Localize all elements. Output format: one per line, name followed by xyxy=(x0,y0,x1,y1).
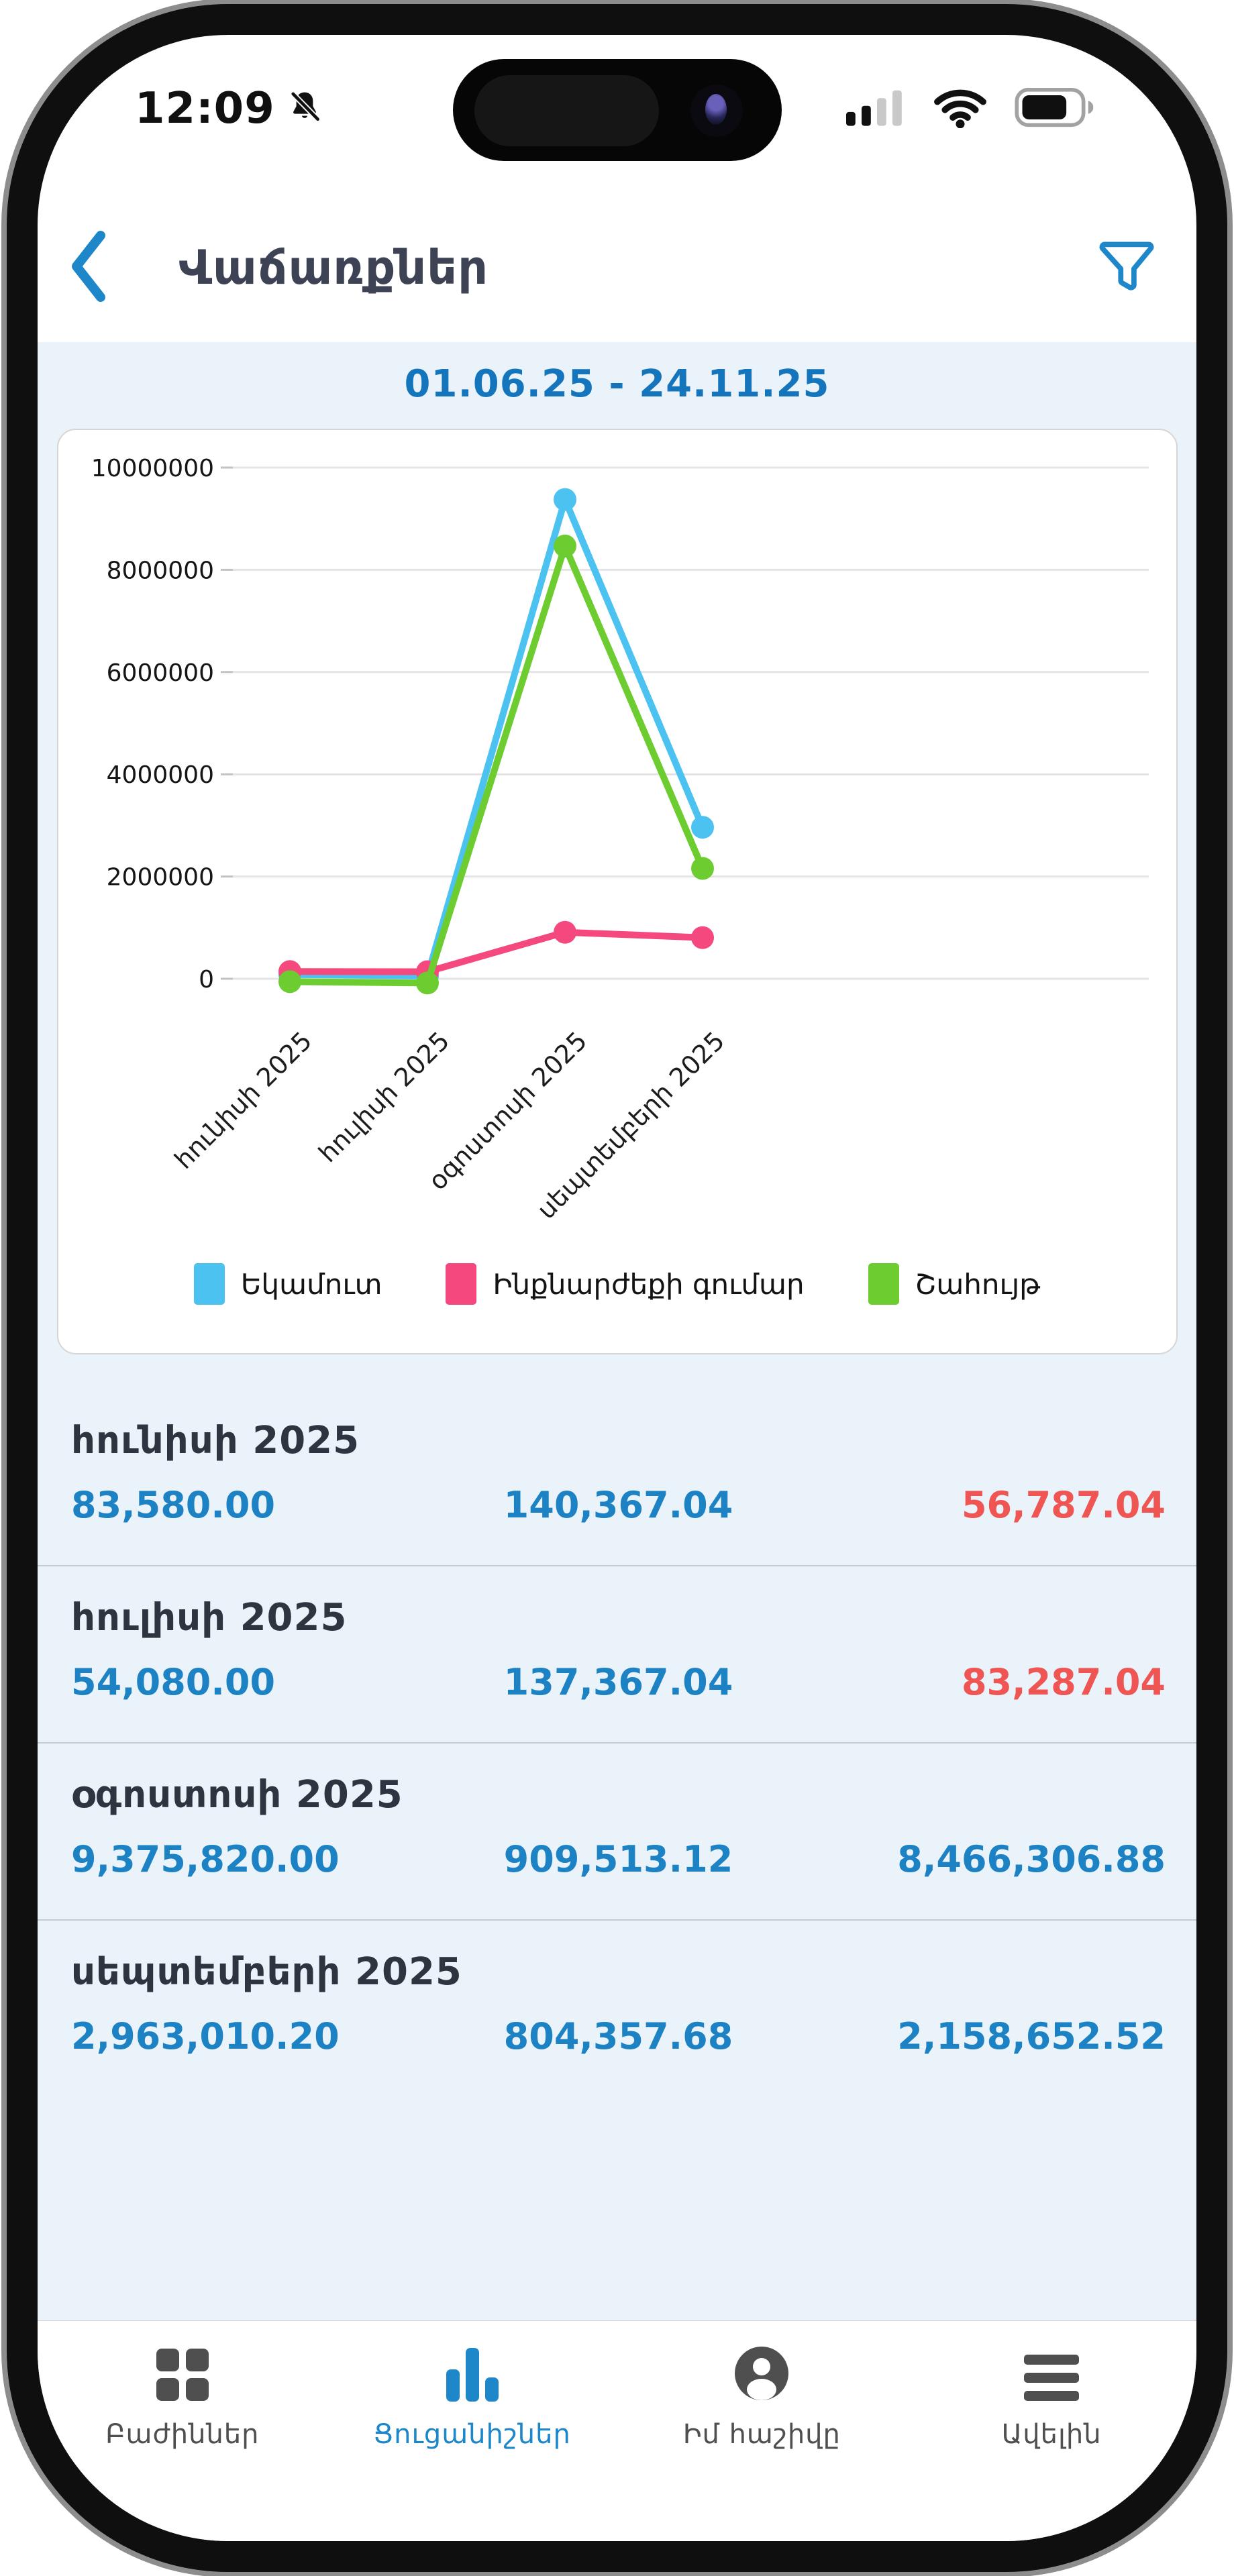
user-icon xyxy=(733,2344,790,2402)
grid-icon xyxy=(156,2344,209,2402)
row-cost-value: 140,367.04 xyxy=(503,1484,733,1526)
legend-swatch xyxy=(868,1263,899,1305)
sales-line-chart: 0 2000000 4000000 6000000 8000000 10000000 հու… xyxy=(91,455,1149,1225)
legend-item: Ինքնարժեքի գումար xyxy=(446,1263,805,1305)
front-camera xyxy=(690,85,743,137)
row-profit-value: 56,787.04 xyxy=(961,1484,1166,1526)
table-row[interactable]: հուլիսի 2025 54,080.00 137,367.04 83,287.04 xyxy=(38,1565,1196,1742)
date-range[interactable]: 01.06.25 - 24.11.25 xyxy=(404,362,830,406)
chart-legend: Եկամուտ Ինքնարժեքի գումար Շահույթ xyxy=(58,1263,1176,1305)
cellular-signal-icon xyxy=(846,89,908,129)
svg-text:հուլիսի 2025: հուլիսի 2025 xyxy=(313,1026,455,1168)
tab-bar: Բաժիններ Ցուցանիշներ xyxy=(38,2320,1196,2541)
row-profit-value: 2,158,652.52 xyxy=(897,2015,1166,2057)
svg-text:հունիսի 2025: հունիսի 2025 xyxy=(168,1026,317,1175)
filter-button[interactable] xyxy=(1096,237,1158,299)
row-income-value: 83,580.00 xyxy=(71,1484,276,1526)
table-row[interactable]: օգոստոսի 2025 9,375,820.00 909,513.12 8,466… xyxy=(38,1742,1196,1919)
table-row[interactable]: հունիսի 2025 83,580.00 140,367.04 56,787.04 xyxy=(38,1389,1196,1565)
tab-more[interactable]: Ավելին xyxy=(907,2321,1196,2541)
chart-card: 0 2000000 4000000 6000000 8000000 10000000 հու… xyxy=(56,429,1178,1354)
dynamic-island xyxy=(452,59,782,161)
row-cost-value: 137,367.04 xyxy=(503,1661,733,1703)
table-row[interactable]: սեպտեմբերի 2025 2,963,010.20 804,357.68 2,1… xyxy=(38,1919,1196,2096)
tab-indicators[interactable]: Ցուցանիշներ xyxy=(327,2321,617,2541)
row-income-value: 9,375,820.00 xyxy=(71,1838,340,1880)
legend-swatch xyxy=(446,1263,477,1305)
legend-item: Շահույթ xyxy=(868,1263,1041,1305)
row-cost-value: 909,513.12 xyxy=(503,1838,733,1880)
row-values: 2,963,010.20 804,357.68 2,158,652.52 xyxy=(71,2015,1166,2059)
page-header: Վաճառքներ xyxy=(38,217,1196,318)
filter-funnel-icon xyxy=(1097,235,1156,300)
svg-text:0: 0 xyxy=(199,966,214,994)
svg-text:2000000: 2000000 xyxy=(106,864,213,892)
row-month: հուլիսի 2025 xyxy=(71,1596,348,1640)
row-profit-value: 83,287.04 xyxy=(961,1661,1166,1703)
svg-text:10000000: 10000000 xyxy=(91,455,213,482)
legend-label: Եկամուտ xyxy=(240,1267,382,1301)
page-title: Վաճառքներ xyxy=(178,240,489,295)
status-bar: 12:09 xyxy=(38,55,1196,162)
content-area: 01.06.25 - 24.11.25 0 2000000 4000000 60000… xyxy=(38,342,1196,2320)
svg-text:4000000: 4000000 xyxy=(106,761,213,789)
row-values: 83,580.00 140,367.04 56,787.04 xyxy=(71,1483,1166,1527)
island-speaker xyxy=(474,75,659,146)
tab-label: Իմ հաշիվը xyxy=(682,2419,841,2450)
legend-label: Շահույթ xyxy=(915,1267,1041,1301)
svg-text:6000000: 6000000 xyxy=(106,659,213,687)
legend-swatch xyxy=(193,1263,225,1305)
row-month: հունիսի 2025 xyxy=(71,1419,360,1462)
clock: 12:09 xyxy=(135,84,275,133)
row-income-value: 54,080.00 xyxy=(71,1661,276,1703)
row-month: օգոստոսի 2025 xyxy=(71,1773,403,1817)
bell-slash-icon xyxy=(286,89,323,129)
chevron-left-icon xyxy=(66,229,109,307)
phone-frame: 12:09 xyxy=(7,4,1227,2572)
legend-item: Եկամուտ xyxy=(193,1263,382,1305)
row-profit-value: 8,466,306.88 xyxy=(897,1838,1166,1880)
row-values: 54,080.00 137,367.04 83,287.04 xyxy=(71,1660,1166,1705)
legend-label: Ինքնարժեքի գումար xyxy=(493,1267,805,1301)
row-income-value: 2,963,010.20 xyxy=(71,2015,340,2057)
svg-text:8000000: 8000000 xyxy=(106,557,213,584)
back-button[interactable] xyxy=(66,231,113,305)
bar-chart-icon xyxy=(444,2344,501,2402)
row-month: սեպտեմբերի 2025 xyxy=(71,1950,462,1994)
battery-icon xyxy=(1013,87,1102,130)
tab-my-account[interactable]: Իմ հաշիվը xyxy=(617,2321,907,2541)
tab-label: Ավելին xyxy=(1001,2419,1102,2450)
tab-sections[interactable]: Բաժիններ xyxy=(38,2321,327,2541)
row-cost-value: 804,357.68 xyxy=(503,2015,733,2057)
menu-icon xyxy=(1024,2344,1080,2402)
tab-label: Բաժիններ xyxy=(105,2419,260,2450)
wifi-icon xyxy=(932,87,988,131)
row-values: 9,375,820.00 909,513.12 8,466,306.88 xyxy=(71,1837,1166,1882)
tab-label: Ցուցանիշներ xyxy=(373,2419,571,2450)
monthly-results-list: հունիսի 2025 83,580.00 140,367.04 56,787.04… xyxy=(38,1389,1196,2096)
